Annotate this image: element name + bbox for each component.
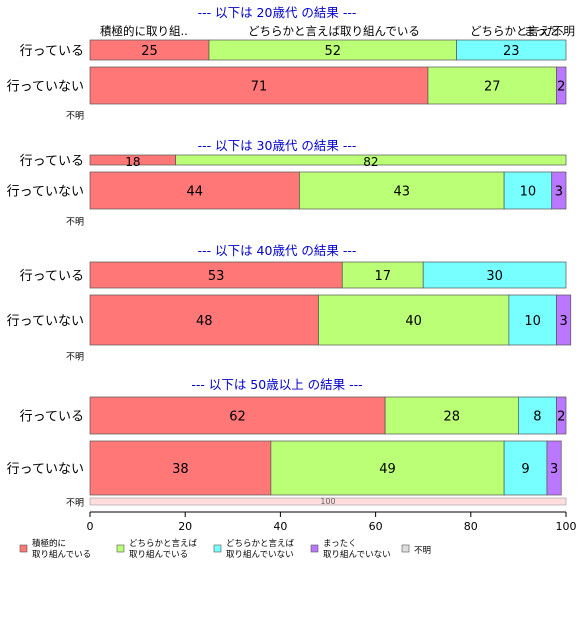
bar-value-label: 49 — [379, 462, 396, 477]
bar-value-label: 27 — [484, 80, 501, 95]
legend-swatch-somewhat-inactive — [213, 544, 222, 553]
bar-value-label: 100 — [320, 497, 335, 506]
bar-segment-somewhat-inactive — [422, 261, 567, 289]
x-tick-label: 60 — [369, 520, 383, 533]
bar-segment-somewhat-active — [270, 440, 505, 496]
bar-segment-somewhat-inactive — [503, 171, 553, 210]
bar-segment-not-at-all — [556, 294, 572, 346]
row-label-unknown: 不明 — [66, 111, 84, 122]
bar-value-label: 48 — [196, 314, 213, 329]
bar-value-label: 52 — [324, 44, 341, 59]
row-label: 行っていない — [7, 80, 84, 95]
legend-label: 取り組んでいない — [226, 549, 294, 560]
bar-segment-active — [89, 171, 300, 210]
bar-segment-somewhat-inactive — [456, 39, 567, 61]
row-label-unknown: 不明 — [66, 352, 84, 363]
bar-value-label: 17 — [374, 269, 391, 284]
bar-value-label: 2 — [557, 80, 565, 95]
row-label: 行っている — [20, 269, 84, 284]
top-header-label: 不明 — [552, 24, 575, 38]
bar-segment-active — [89, 66, 429, 105]
legend-swatch-not-at-all — [310, 544, 319, 553]
bar-segment-somewhat-active — [318, 294, 510, 346]
row-label: 行っていない — [7, 314, 84, 329]
bar-segment-not-at-all — [556, 66, 567, 105]
bar-segment-somewhat-active — [175, 154, 567, 166]
bar-value-label: 62 — [229, 410, 246, 425]
legend-label: まったく — [323, 539, 357, 549]
row-label: 行っている — [20, 44, 84, 59]
panel-title: --- 以下は 40歳代 の結果 --- — [198, 243, 357, 258]
bar-segment-active — [89, 261, 343, 289]
row-label: 行っている — [20, 410, 84, 425]
bar-value-label: 30 — [486, 269, 503, 284]
bar-segment-somewhat-inactive — [503, 440, 548, 496]
row-label: 行っていない — [7, 185, 84, 200]
legend-label: どちらかと言えば — [129, 538, 198, 549]
top-header-label: まった.. — [524, 24, 565, 38]
legend-label: どちらかと言えば — [226, 538, 295, 549]
bar-value-label: 3 — [550, 462, 558, 477]
x-tick-label: 0 — [87, 520, 94, 533]
bar-value-label: 53 — [208, 269, 225, 284]
bar-segment-somewhat-active — [384, 396, 519, 435]
bar-value-label: 8 — [533, 410, 541, 425]
legend-swatch-unknown — [401, 544, 410, 553]
legend-swatch-active — [19, 544, 28, 553]
bar-value-label: 18 — [125, 155, 140, 169]
bar-segment-somewhat-inactive — [518, 396, 557, 435]
bar-value-label: 28 — [443, 410, 460, 425]
row-label: 行っていない — [7, 462, 84, 477]
bar-value-label: 9 — [521, 462, 529, 477]
bar-segment-unknown — [89, 497, 567, 506]
bar-segment-not-at-all — [551, 171, 567, 210]
bar-segment-not-at-all — [556, 396, 567, 435]
legend-label: 取り組んでいる — [32, 549, 91, 560]
bar-value-label: 40 — [405, 314, 422, 329]
x-tick-label: 20 — [178, 520, 192, 533]
bar-value-label: 38 — [172, 462, 189, 477]
bar-value-label: 2 — [557, 410, 565, 425]
legend-label: 積極的に — [32, 538, 66, 549]
x-tick-label: 40 — [273, 520, 287, 533]
x-tick-label: 80 — [464, 520, 478, 533]
bar-value-label: 43 — [394, 185, 411, 200]
bar-value-label: 3 — [559, 314, 567, 329]
bar-value-label: 10 — [524, 314, 541, 329]
bar-segment-somewhat-inactive — [508, 294, 557, 346]
legend-swatch-somewhat-active — [116, 544, 125, 553]
bar-segment-active — [89, 440, 272, 496]
panel-title: --- 以下は 30歳代 の結果 --- — [198, 138, 357, 153]
panel-title: --- 以下は 50歳以上 の結果 --- — [191, 377, 362, 392]
top-header-label: どちらかと言え.. — [470, 24, 558, 38]
bar-value-label: 71 — [251, 80, 268, 95]
bar-segment-somewhat-active — [341, 261, 424, 289]
legend-label: 取り組んでいない — [323, 549, 391, 560]
legend-label: 取り組んでいる — [129, 549, 188, 560]
row-label-unknown: 不明 — [66, 498, 84, 509]
row-label: 行っている — [20, 154, 84, 169]
bar-segment-not-at-all — [546, 440, 562, 496]
bar-segment-active — [89, 294, 319, 346]
bar-value-label: 23 — [503, 44, 520, 59]
panel-title: --- 以下は 20歳代 の結果 --- — [198, 5, 357, 20]
legend-label: 不明 — [414, 546, 431, 556]
x-tick-label: 100 — [556, 520, 577, 533]
bar-segment-somewhat-active — [299, 171, 505, 210]
bar-value-label: 82 — [363, 155, 378, 169]
bar-value-label: 44 — [186, 185, 203, 200]
bar-value-label: 10 — [520, 185, 537, 200]
bar-value-label: 25 — [141, 44, 158, 59]
top-header-label: 積極的に取り組.. — [100, 24, 188, 38]
top-header-label: どちらかと言えば取り組んでいる — [248, 24, 420, 38]
bar-value-label: 3 — [555, 185, 563, 200]
row-label-unknown: 不明 — [66, 217, 84, 228]
